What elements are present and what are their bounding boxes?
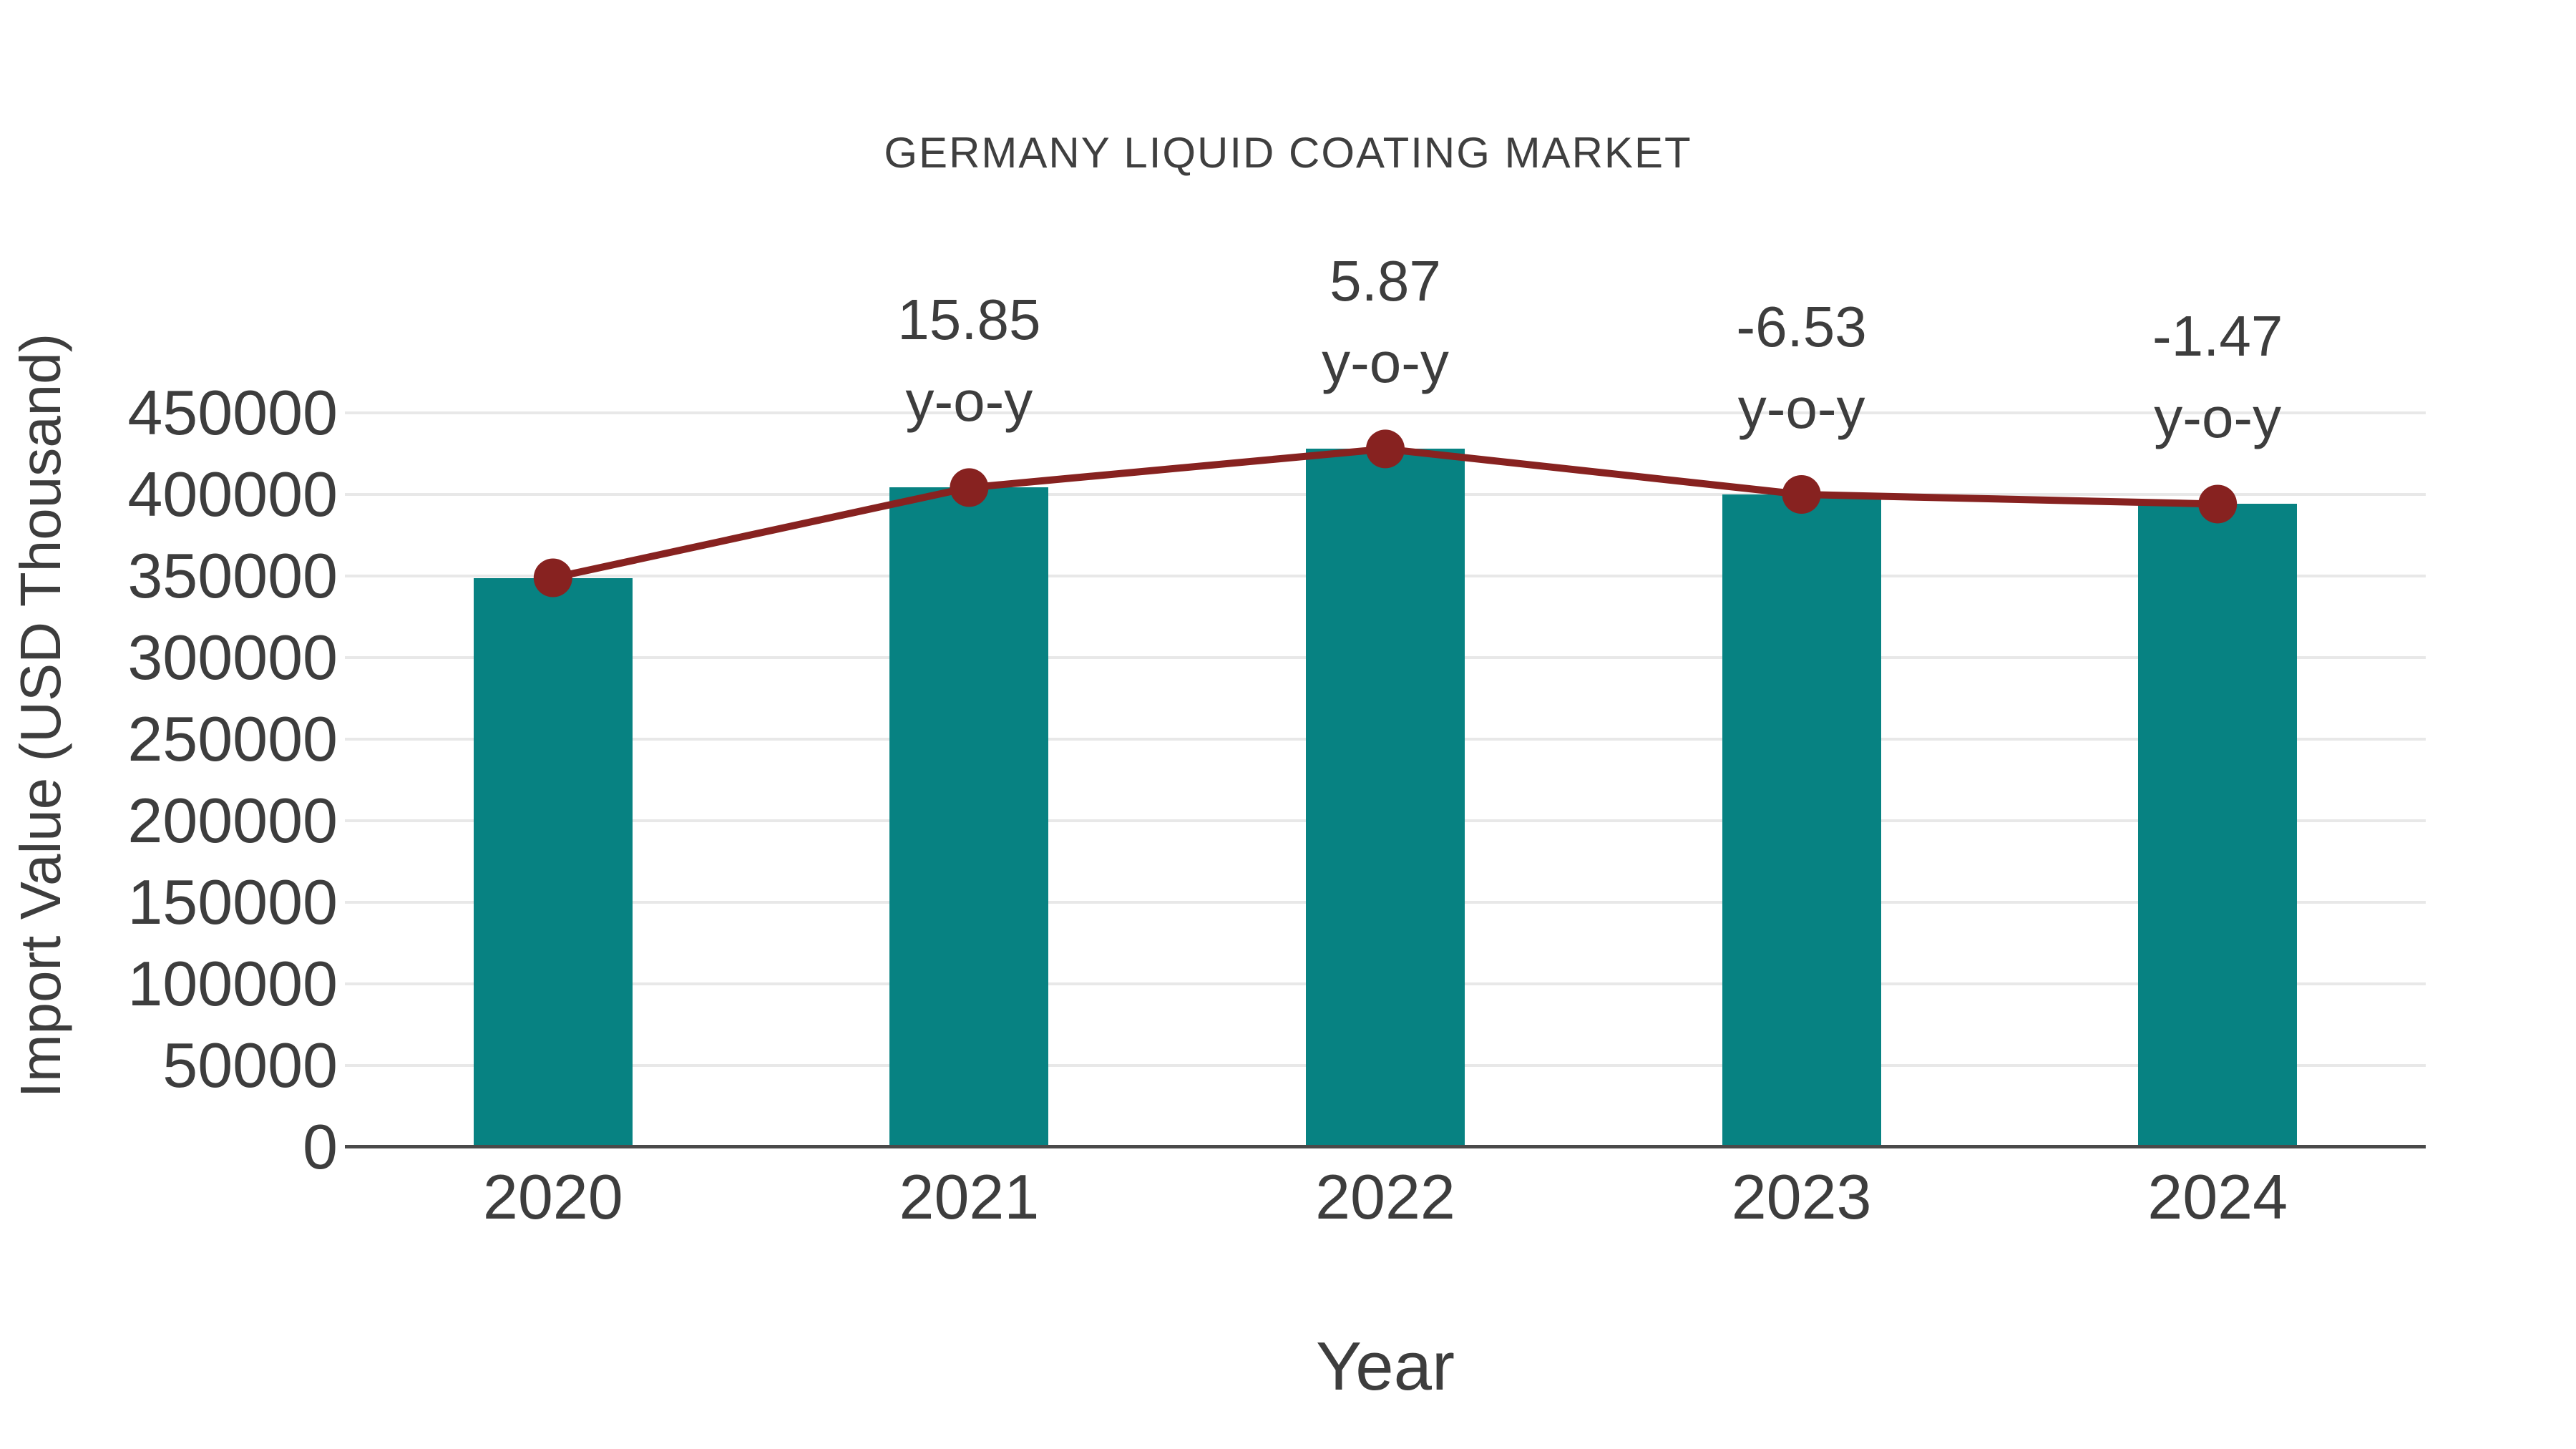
x-tick-label-2020: 2020 [482, 1161, 623, 1232]
plot-area [345, 411, 2426, 1148]
y-tick-label-450000: 450000 [127, 377, 338, 448]
y-tick-label-200000: 200000 [127, 785, 338, 856]
y-tick-label-50000: 50000 [162, 1030, 338, 1101]
y-tick-label-400000: 400000 [127, 459, 338, 530]
annotation-value: -6.53 [1736, 295, 1867, 358]
annotation-value: 5.87 [1330, 249, 1441, 313]
annotation-2021: 15.85 y-o-y [897, 279, 1040, 442]
x-tick-label-2023: 2023 [1731, 1161, 1872, 1232]
annotation-suffix: y-o-y [1322, 331, 1449, 395]
line-marker-2022 [1366, 429, 1405, 469]
line-marker-2024 [2198, 484, 2238, 524]
annotation-value: 15.85 [897, 288, 1041, 352]
x-tick-label-2021: 2021 [899, 1161, 1040, 1232]
line-marker-2021 [950, 468, 989, 507]
annotation-suffix: y-o-y [1737, 376, 1865, 440]
y-tick-label-150000: 150000 [127, 867, 338, 937]
x-axis-title: Year [1316, 1328, 1455, 1405]
bar-2024 [2138, 504, 2298, 1147]
y-tick-label-0: 0 [303, 1111, 338, 1182]
annotation-value: -1.47 [2152, 304, 2283, 369]
chart-title: GERMANY LIQUID COATING MARKET [884, 129, 1692, 177]
x-axis-line [345, 1145, 2426, 1148]
annotation-suffix: y-o-y [905, 369, 1033, 434]
line-marker-2023 [1782, 475, 1821, 514]
annotation-suffix: y-o-y [2154, 386, 2282, 450]
annotation-2023: -6.53 y-o-y [1736, 286, 1866, 449]
trend-line-layer [533, 429, 2238, 597]
trend-line [552, 445, 2218, 582]
bar-2023 [1722, 494, 1881, 1147]
annotation-2022: 5.87 y-o-y [1322, 240, 1449, 404]
bar-2021 [889, 487, 1049, 1147]
bar-2020 [473, 577, 633, 1147]
y-tick-label-250000: 250000 [127, 703, 338, 774]
x-tick-label-2022: 2022 [1315, 1161, 1455, 1232]
annotation-2024: -1.47 y-o-y [2152, 296, 2283, 459]
x-tick-label-2024: 2024 [2147, 1161, 2288, 1232]
bar-2022 [1306, 449, 1465, 1147]
y-tick-label-350000: 350000 [127, 540, 338, 611]
line-marker-2020 [533, 558, 572, 597]
gridline-450000 [345, 411, 2426, 414]
y-tick-label-300000: 300000 [127, 622, 338, 693]
y-tick-label-100000: 100000 [127, 948, 338, 1019]
